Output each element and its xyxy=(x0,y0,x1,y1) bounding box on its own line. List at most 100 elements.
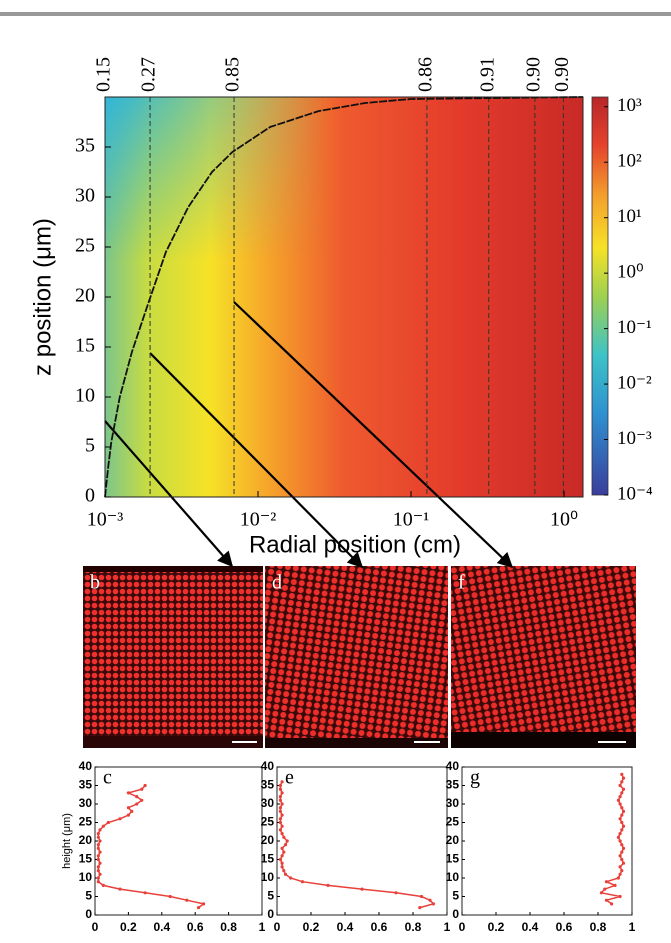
profile-point xyxy=(96,835,100,839)
header-rule xyxy=(0,12,671,16)
profile-point xyxy=(621,824,626,828)
profile-line xyxy=(599,774,625,905)
y-tick-label: 5 xyxy=(85,889,92,903)
profile-point xyxy=(604,880,609,884)
profile-point xyxy=(126,813,130,817)
y-tick-label: 40 xyxy=(261,759,275,773)
line-label: 0.86 xyxy=(415,57,437,92)
profile-point xyxy=(283,843,288,847)
profile-point xyxy=(360,887,364,891)
profile-point xyxy=(96,843,100,847)
profile-point xyxy=(98,850,102,854)
profile-point xyxy=(96,865,100,869)
plot-frame xyxy=(461,766,633,916)
profile-point xyxy=(96,832,100,836)
profile-point xyxy=(130,809,134,814)
profile-point xyxy=(610,902,614,906)
x-tick-label: 1 xyxy=(259,920,266,934)
x-tick-label: 0.4 xyxy=(153,920,170,934)
x-tick-label: 10⁰ xyxy=(550,509,578,531)
profile-point xyxy=(604,898,609,902)
profile-point xyxy=(118,817,122,821)
profile-point xyxy=(620,780,624,784)
x-axis-label: Radial position (cm) xyxy=(249,531,461,558)
y-tick-label: 10 xyxy=(446,870,460,884)
profile-point xyxy=(603,887,607,891)
edge xyxy=(451,732,636,748)
x-tick-label: 0.6 xyxy=(371,920,388,934)
profile-point xyxy=(280,791,284,795)
profile-point xyxy=(418,906,422,910)
x-tick-label: 0.4 xyxy=(522,920,539,934)
profile-point xyxy=(283,872,288,876)
profile-line xyxy=(97,785,206,909)
micrograph xyxy=(83,566,263,748)
profile-point xyxy=(140,798,144,802)
y-tick-label: 5 xyxy=(267,889,274,903)
panel-label: g xyxy=(470,767,480,789)
line-label: 0.85 xyxy=(222,57,244,92)
y-tick-label: 35 xyxy=(79,778,93,792)
profile-point xyxy=(96,880,100,884)
y-axis-label: height (μm) xyxy=(61,813,73,869)
profile-point xyxy=(618,839,622,843)
profile-point xyxy=(621,809,626,814)
profile-point xyxy=(616,876,621,880)
profile-point xyxy=(618,854,622,858)
y-tick-label: 40 xyxy=(446,759,460,773)
y-tick-label: 5 xyxy=(85,435,95,457)
profile-point xyxy=(278,820,282,825)
profile-point xyxy=(599,891,604,895)
profile-point xyxy=(98,839,102,843)
y-tick-label: 15 xyxy=(446,852,460,866)
y-tick-label: 0 xyxy=(267,907,274,921)
profile-point xyxy=(300,880,305,884)
y-tick-label: 35 xyxy=(446,778,460,792)
edge xyxy=(83,566,263,572)
profile-point xyxy=(620,828,624,832)
profile-point xyxy=(621,787,626,791)
profile-point xyxy=(278,798,282,802)
colorbar-tick-label: 10⁻⁴ xyxy=(617,483,653,504)
x-tick-label: 0.4 xyxy=(337,920,354,934)
profile-point xyxy=(620,820,624,825)
profile-point xyxy=(620,806,624,810)
image-label: b xyxy=(90,572,100,594)
colorbar-tick-label: 10⁻¹ xyxy=(617,317,652,338)
profile-point xyxy=(616,798,621,802)
y-tick-label: 0 xyxy=(85,485,95,507)
y-tick-label: 20 xyxy=(446,833,460,847)
profile-point xyxy=(618,872,622,876)
profile-point xyxy=(428,898,432,902)
profile-point xyxy=(280,813,284,817)
profile-point xyxy=(618,802,622,806)
profile-point xyxy=(431,902,435,906)
profile-point xyxy=(620,850,624,854)
micrograph xyxy=(451,566,636,748)
y-tick-label: 15 xyxy=(79,852,93,866)
profile-point xyxy=(289,876,293,880)
profile-point xyxy=(96,869,100,873)
y-tick-label: 0 xyxy=(452,907,459,921)
contour-field xyxy=(105,97,583,497)
x-tick-label: 0 xyxy=(274,920,281,934)
colorbar xyxy=(591,96,609,496)
profile-point xyxy=(280,832,284,836)
profile-point xyxy=(618,865,622,869)
profile-point xyxy=(98,861,102,865)
y-tick-label: 25 xyxy=(446,815,460,829)
profile-point xyxy=(98,872,102,876)
x-tick-label: 0 xyxy=(92,920,99,934)
x-tick-label: 0.8 xyxy=(590,920,607,934)
line-label: 0.27 xyxy=(138,57,160,92)
profile-point xyxy=(98,828,102,832)
y-tick-label: 30 xyxy=(446,796,460,810)
profile-point xyxy=(280,824,284,828)
profile-point xyxy=(280,861,284,865)
edge xyxy=(83,736,263,748)
profile-point xyxy=(618,783,622,788)
plot-frame xyxy=(94,766,263,916)
x-tick-label: 0.6 xyxy=(556,920,573,934)
y-tick-label: 20 xyxy=(79,833,93,847)
